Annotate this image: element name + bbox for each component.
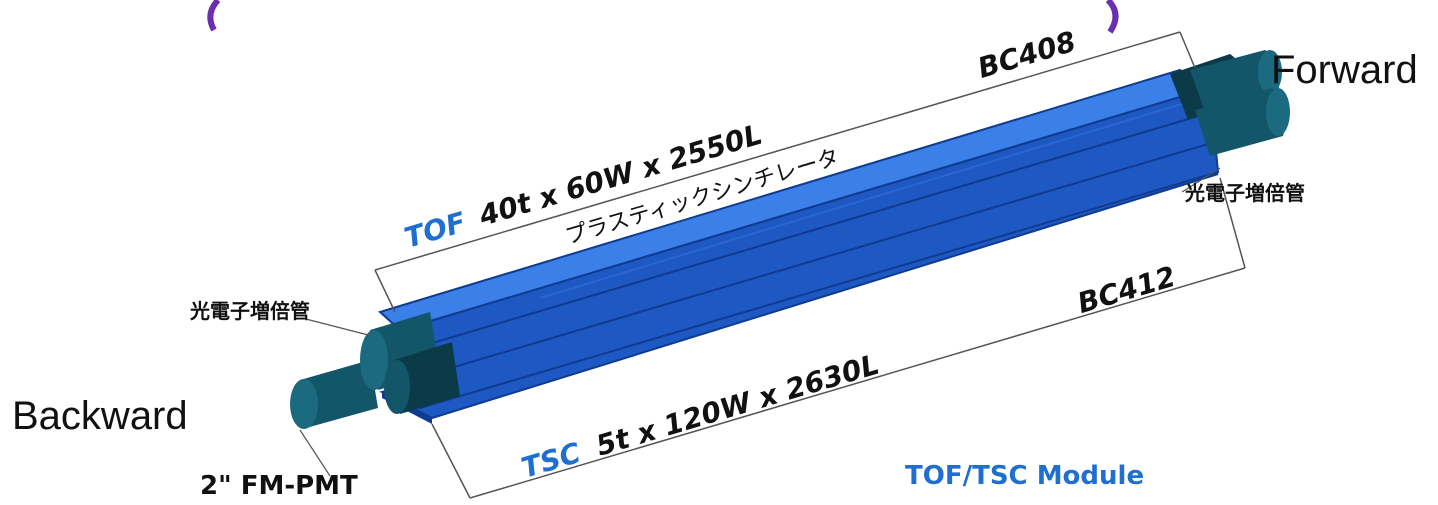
- tof-length-tick-right: [1179, 31, 1196, 69]
- backward-pmt-group: [290, 312, 460, 429]
- backward-pmt-upper-cap: [360, 330, 388, 390]
- pmt-leader-right: [1181, 167, 1221, 193]
- tsc-material-label: BC412: [1074, 260, 1180, 320]
- tsc-name-label: TSC: [518, 436, 585, 485]
- tof-length-dimension-line: [374, 31, 1181, 271]
- header-paren-right: [1105, 0, 1119, 34]
- backward-pmt-lower-cap: [384, 360, 410, 414]
- forward-pmt-lower-cap: [1266, 88, 1290, 136]
- tof-name-label: TOF: [401, 205, 470, 254]
- fm-pmt-label: 2" FM-PMT: [200, 471, 358, 500]
- header-paren-left: [207, 0, 221, 32]
- tsc-length-tick-right: [1219, 177, 1246, 269]
- tof-bar-ridge-2: [409, 141, 1216, 381]
- backward-pmt-label: 光電子増倍管: [189, 299, 310, 323]
- forward-direction-label: Forward: [1271, 48, 1418, 92]
- tof-bar-ridge-1: [401, 111, 1213, 353]
- forward-pmt-label: 光電子増倍管: [1184, 181, 1305, 205]
- fm-pmt-leader: [299, 429, 331, 477]
- backward-fm-pmt-cap: [290, 379, 318, 429]
- pmt-leader-left: [301, 317, 373, 337]
- tof-bar-ridge-3: [539, 99, 1196, 299]
- module-label: TOF/TSC Module: [905, 461, 1144, 491]
- tof-material-label: BC408: [974, 25, 1080, 85]
- tof-length-tick-left: [374, 269, 396, 313]
- tof-bar-front-face: [398, 86, 1220, 410]
- forward-pmt-lower: [1195, 88, 1286, 156]
- backward-pmt-lower: [394, 342, 460, 414]
- backward-fm-pmt: [300, 360, 378, 428]
- backward-direction-label: Backward: [12, 394, 188, 438]
- tsc-length-dimension-line: [469, 267, 1246, 499]
- forward-pmt-upper-cap: [1258, 50, 1282, 94]
- forward-pmt-group: [1170, 50, 1290, 156]
- tsc-length-tick-left: [431, 423, 471, 499]
- tsc-dimensions-label: 5t x 120W x 2630L: [592, 348, 882, 463]
